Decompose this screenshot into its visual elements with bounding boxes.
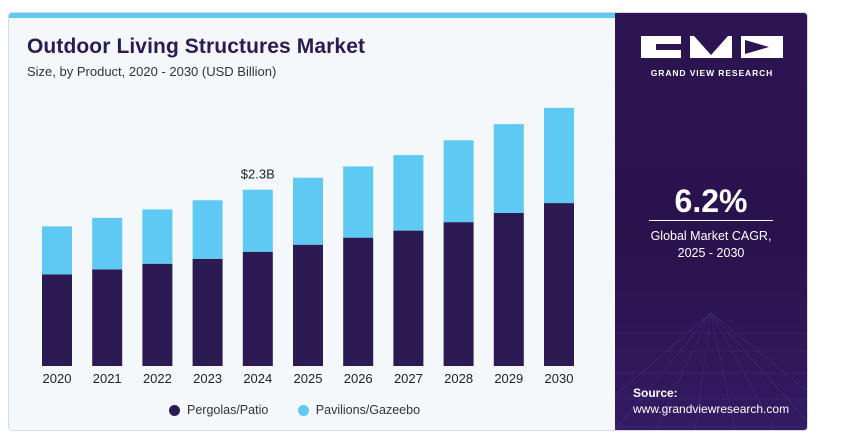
legend-swatch-pavilions	[297, 404, 309, 416]
x-tick-label-2028: 2028	[444, 371, 473, 386]
bar-pergolas-2023	[192, 258, 223, 366]
chart-panel: Outdoor Living Structures Market Size, b…	[9, 18, 615, 430]
bar-pavilions-2027	[393, 155, 424, 231]
bar-pavilions-2028	[443, 140, 474, 223]
bar-pavilions-2024	[242, 189, 273, 252]
bar-pavilions-2026	[343, 166, 374, 238]
bar-pergolas-2028	[443, 222, 474, 366]
bar-pavilions-2022	[142, 209, 173, 264]
bar-pergolas-2029	[493, 212, 524, 366]
bar-pergolas-2030	[544, 203, 574, 366]
bar-pavilions-2023	[192, 200, 223, 259]
company-logo: GRAND VIEW RESEARCH	[639, 35, 785, 78]
x-tick-label-2026: 2026	[344, 371, 373, 386]
bar-pavilions-2029	[493, 124, 524, 213]
source-title: Source:	[633, 386, 678, 400]
source-url[interactable]: www.grandviewresearch.com	[633, 402, 790, 416]
bar-pavilions-2030	[544, 107, 574, 204]
summary-panel: GRAND VIEW RESEARCH 6.2% Global Market C…	[615, 13, 807, 430]
x-tick-label-2020: 2020	[43, 371, 72, 386]
legend-swatch-pergolas	[169, 404, 180, 416]
x-tick-label-2030: 2030	[545, 371, 574, 386]
logo-icon	[641, 36, 783, 58]
chart-card: Outdoor Living Structures Market Size, b…	[8, 12, 808, 431]
bar-pavilions-2025	[293, 177, 323, 245]
cagr-value: 6.2%	[674, 183, 748, 219]
chart-title: Outdoor Living Structures Market	[27, 35, 366, 58]
bar-pavilions-2021	[92, 217, 123, 270]
legend-item-pavilions: Pavilions/Gazeebo	[297, 403, 421, 417]
decorative-grid-background	[615, 312, 807, 430]
legend-label-pavilions: Pavilions/Gazeebo	[315, 403, 421, 417]
legend-label-pergolas: Pergolas/Patio	[187, 403, 269, 417]
chart-subtitle: Size, by Product, 2020 - 2030 (USD Billi…	[27, 64, 277, 79]
x-tick-label-2025: 2025	[294, 371, 323, 386]
top-accent-bar	[9, 13, 615, 18]
x-tick-label-2027: 2027	[394, 371, 423, 386]
x-tick-label-2024: 2024	[243, 371, 272, 386]
cagr-label-line1: Global Market CAGR,	[650, 229, 772, 243]
legend-item-pergolas: Pergolas/Patio	[169, 403, 268, 417]
cagr-divider	[649, 220, 773, 221]
bar-pavilions-2020	[42, 226, 72, 275]
chart-legend: Pergolas/Patio Pavilions/Gazeebo	[169, 403, 446, 419]
bar-pergolas-2024	[242, 251, 273, 366]
stacked-bar-chart: 2020 2021 2022 2023 2024 $2.3B 2025 2026 2027 202…	[42, 107, 574, 386]
bar-pergolas-2026	[343, 237, 374, 366]
cagr-label: Global Market CAGR, 2025 - 2030	[615, 228, 807, 262]
x-tick-label-2029: 2029	[494, 371, 523, 386]
data-label-2024: $2.3B	[241, 167, 275, 182]
bar-pergolas-2025	[293, 244, 323, 366]
bar-pergolas-2021	[92, 269, 123, 366]
x-tick-label-2021: 2021	[93, 371, 122, 386]
x-tick-label-2022: 2022	[143, 371, 172, 386]
bar-pergolas-2027	[393, 230, 424, 366]
x-tick-label-2023: 2023	[193, 371, 222, 386]
logo-text: GRAND VIEW RESEARCH	[650, 68, 774, 78]
bar-pergolas-2022	[142, 263, 173, 366]
cagr-label-line2: 2025 - 2030	[677, 246, 745, 260]
bar-pergolas-2020	[42, 274, 72, 366]
